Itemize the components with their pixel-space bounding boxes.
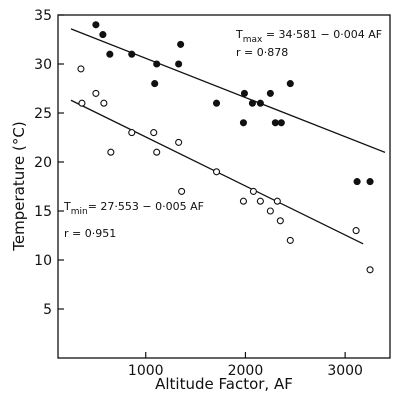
tmin-r-value: r = 0·951 — [64, 227, 116, 240]
tmax-point — [271, 119, 279, 127]
tmax-point — [92, 21, 100, 29]
y-tick-label: 10 — [34, 253, 52, 269]
tmin-point — [352, 227, 360, 235]
tmin-point — [178, 187, 186, 195]
y-tick-label: 5 — [43, 302, 52, 318]
y-tick-label: 25 — [34, 106, 52, 122]
tmax-point — [177, 40, 185, 48]
tmin-point — [212, 168, 221, 176]
tmin-point — [153, 148, 161, 156]
tmin-point — [249, 187, 257, 195]
tmin-equation: Tmin= 27·553 − 0·005 AF r = 0·951 — [63, 200, 204, 240]
tmin-point — [266, 207, 274, 215]
tmax-equation-rest: = 34·581 − 0·004 AF — [262, 28, 382, 41]
tmax-point — [106, 50, 114, 58]
plot-frame — [57, 14, 391, 359]
x-tick-label: 3000 — [327, 363, 363, 379]
tmin-point — [273, 197, 281, 205]
tmax-point — [99, 31, 107, 39]
tmin-equation-sub: min — [71, 207, 88, 217]
tmax-regression-line — [70, 28, 386, 153]
y-tick-label: 20 — [34, 155, 52, 171]
tmin-point — [100, 99, 108, 107]
tmin-point — [239, 197, 247, 205]
tmin-point — [77, 65, 85, 73]
tmax-point — [240, 89, 248, 97]
data-points — [77, 21, 374, 274]
x-axis-title: Altitude Factor, AF — [155, 375, 293, 393]
tmax-point — [212, 99, 221, 107]
tmin-point — [78, 99, 86, 107]
tmin-point — [286, 236, 294, 244]
tmax-point — [239, 119, 247, 127]
tmax-point — [366, 178, 374, 186]
tmax-equation-sub: max — [243, 35, 263, 45]
tmax-point — [248, 99, 256, 107]
tmin-point — [366, 266, 374, 274]
ticks: 1000 2000 3000 5 10 15 20 25 30 35 — [34, 8, 363, 379]
tmin-point — [175, 138, 183, 146]
tmin-point — [107, 148, 115, 156]
tmax-equation-lead: T — [235, 28, 243, 41]
tmax-r-value: r = 0·878 — [236, 46, 288, 59]
tmax-point — [266, 89, 274, 97]
y-axis-title: Temperature (°C) — [10, 121, 28, 251]
svg-text:Tmin= 27·553 − 0·005 AF: Tmin= 27·553 − 0·005 AF — [63, 200, 204, 217]
tmin-point — [150, 129, 158, 137]
y-tick-label: 15 — [34, 204, 52, 220]
tmax-point — [353, 178, 361, 186]
y-tick-label: 30 — [34, 57, 52, 73]
tmax-point — [286, 80, 294, 88]
tmax-point — [151, 80, 159, 88]
tmax-point — [153, 60, 161, 68]
tmax-point — [175, 60, 183, 68]
tmax-point — [277, 119, 285, 127]
x-tick-label: 2000 — [228, 363, 264, 379]
tmin-point — [256, 197, 264, 205]
tmax-equation: Tmax = 34·581 − 0·004 AF r = 0·878 — [235, 28, 382, 59]
tmin-point — [92, 89, 100, 97]
tmax-point — [256, 99, 264, 107]
tmin-equation-lead: T — [63, 200, 71, 213]
y-tick-label: 35 — [34, 8, 52, 24]
x-tick-label: 1000 — [128, 363, 164, 379]
tmin-point — [276, 217, 284, 225]
svg-text:Tmax = 34·581 − 0·004 AF: Tmax = 34·581 − 0·004 AF — [235, 28, 382, 45]
tmin-point — [128, 129, 136, 137]
tmax-point — [128, 50, 136, 58]
plot-area — [57, 14, 391, 359]
tmin-equation-rest: = 27·553 − 0·005 AF — [88, 200, 204, 213]
